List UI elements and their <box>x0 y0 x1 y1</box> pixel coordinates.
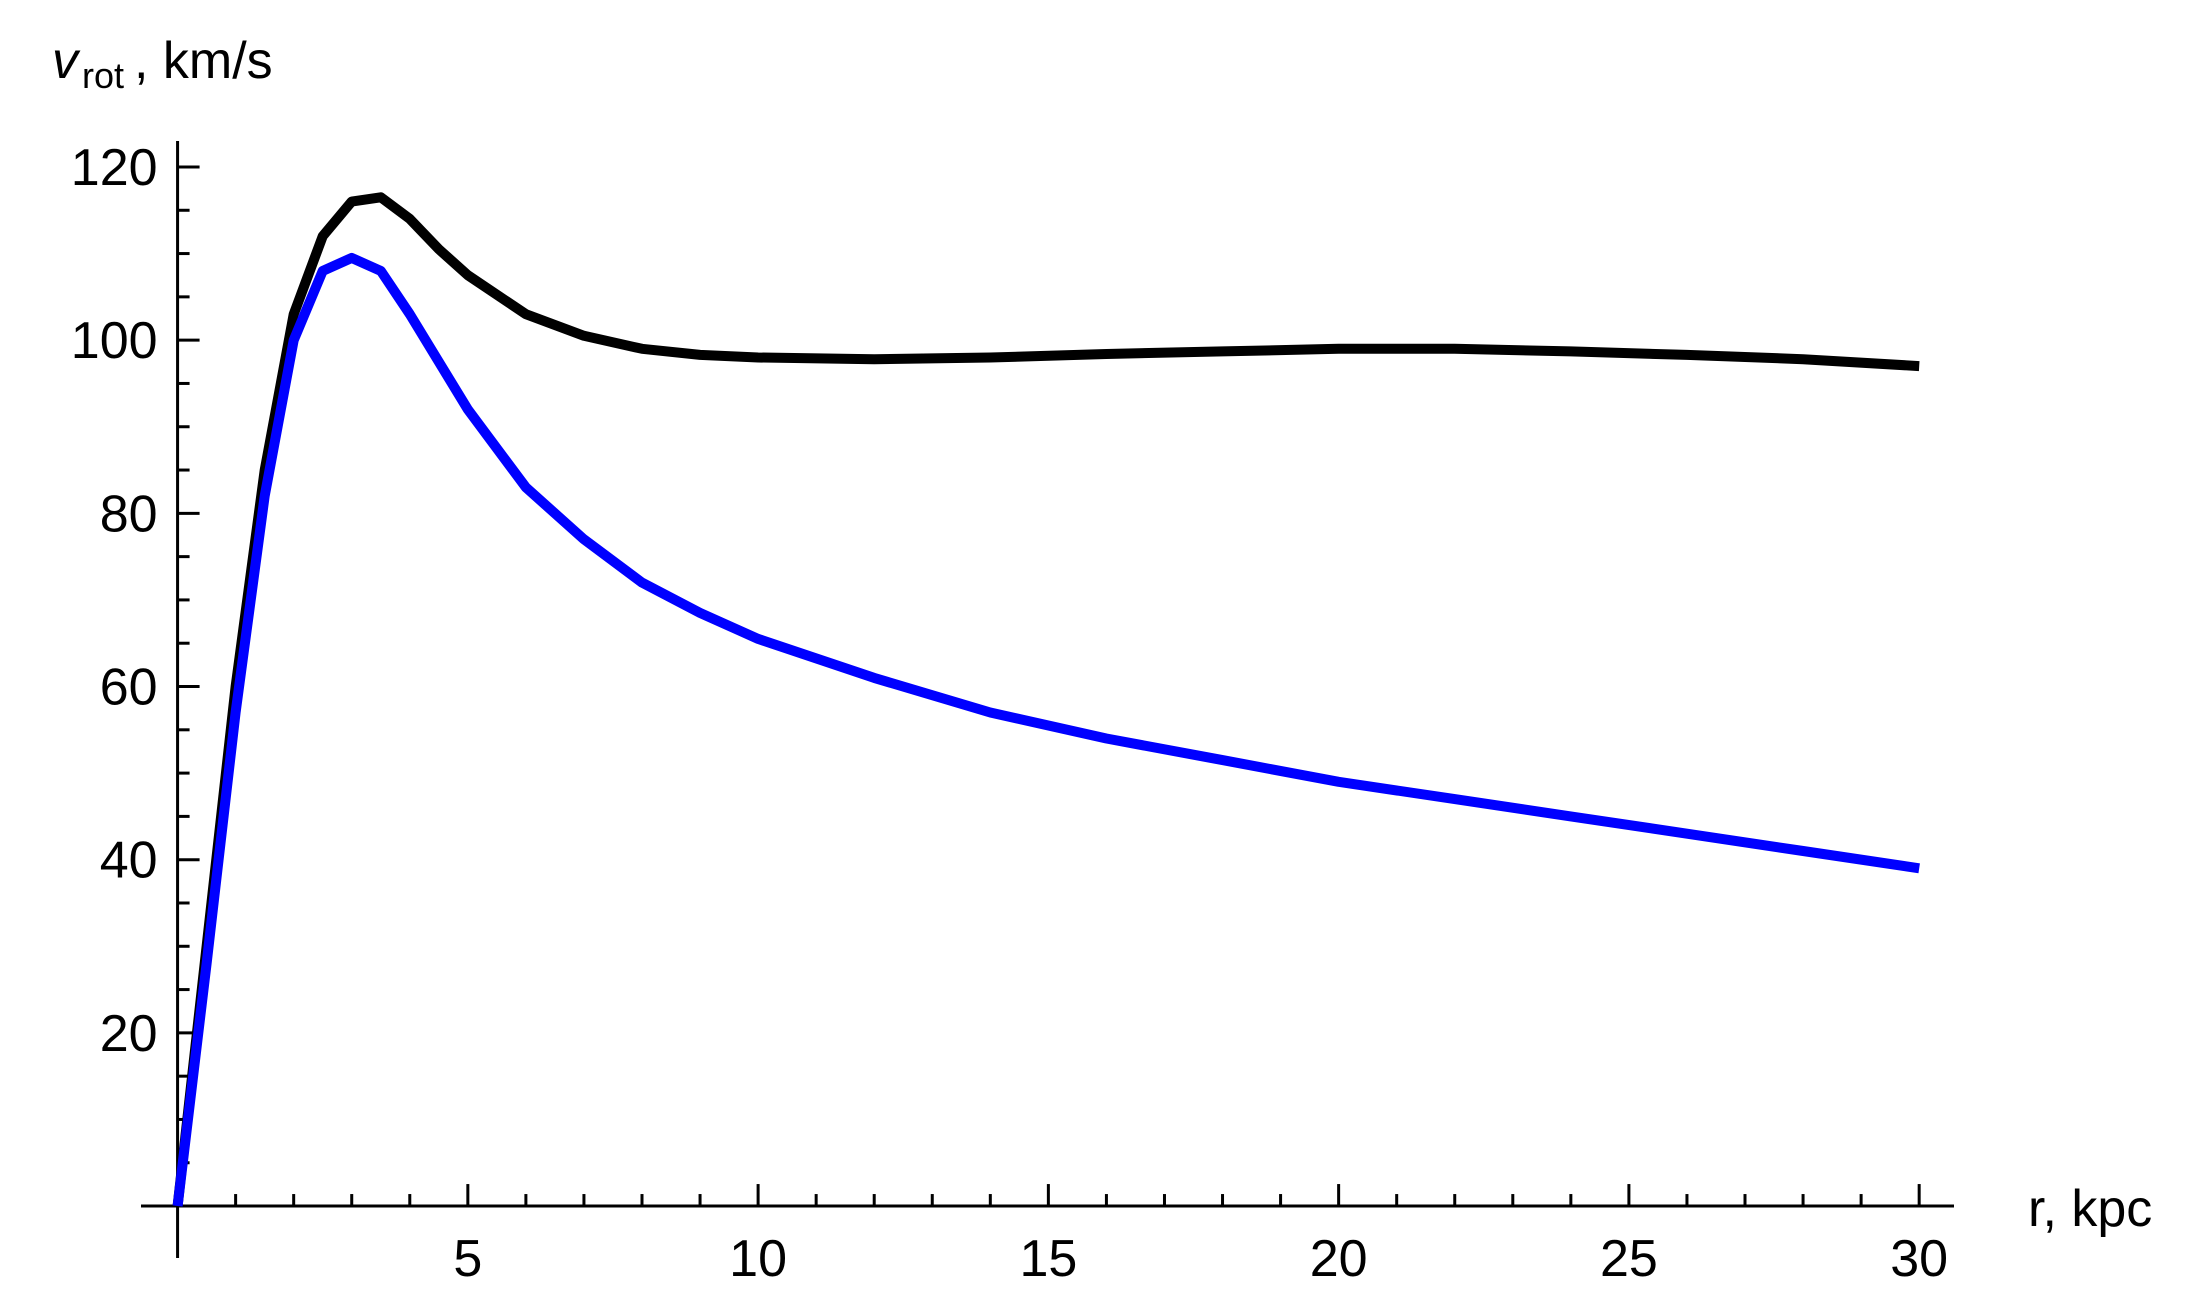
series-line <box>172 192 1920 1207</box>
x-tick-label: 15 <box>1019 1230 1077 1288</box>
y-label-unit: , km/s <box>134 32 273 90</box>
x-tick-label: 10 <box>729 1230 787 1288</box>
y-tick-label: 80 <box>100 485 158 543</box>
x-tick-label: 25 <box>1600 1230 1658 1288</box>
y-tick-label: 100 <box>71 312 158 370</box>
series-line <box>172 252 1920 1207</box>
x-label: r, kpc <box>2028 1180 2152 1238</box>
x-tick-label: 30 <box>1890 1230 1948 1288</box>
y-label-symbol: v <box>52 32 81 90</box>
y-tick-label: 120 <box>71 139 158 197</box>
x-tick-label: 5 <box>453 1230 482 1288</box>
y-label-subscript: rot <box>82 55 124 96</box>
y-tick-label: 60 <box>100 659 158 717</box>
y-tick-label: 20 <box>100 1005 158 1063</box>
y-tick-label: 40 <box>100 832 158 890</box>
x-tick-label: 20 <box>1310 1230 1368 1288</box>
